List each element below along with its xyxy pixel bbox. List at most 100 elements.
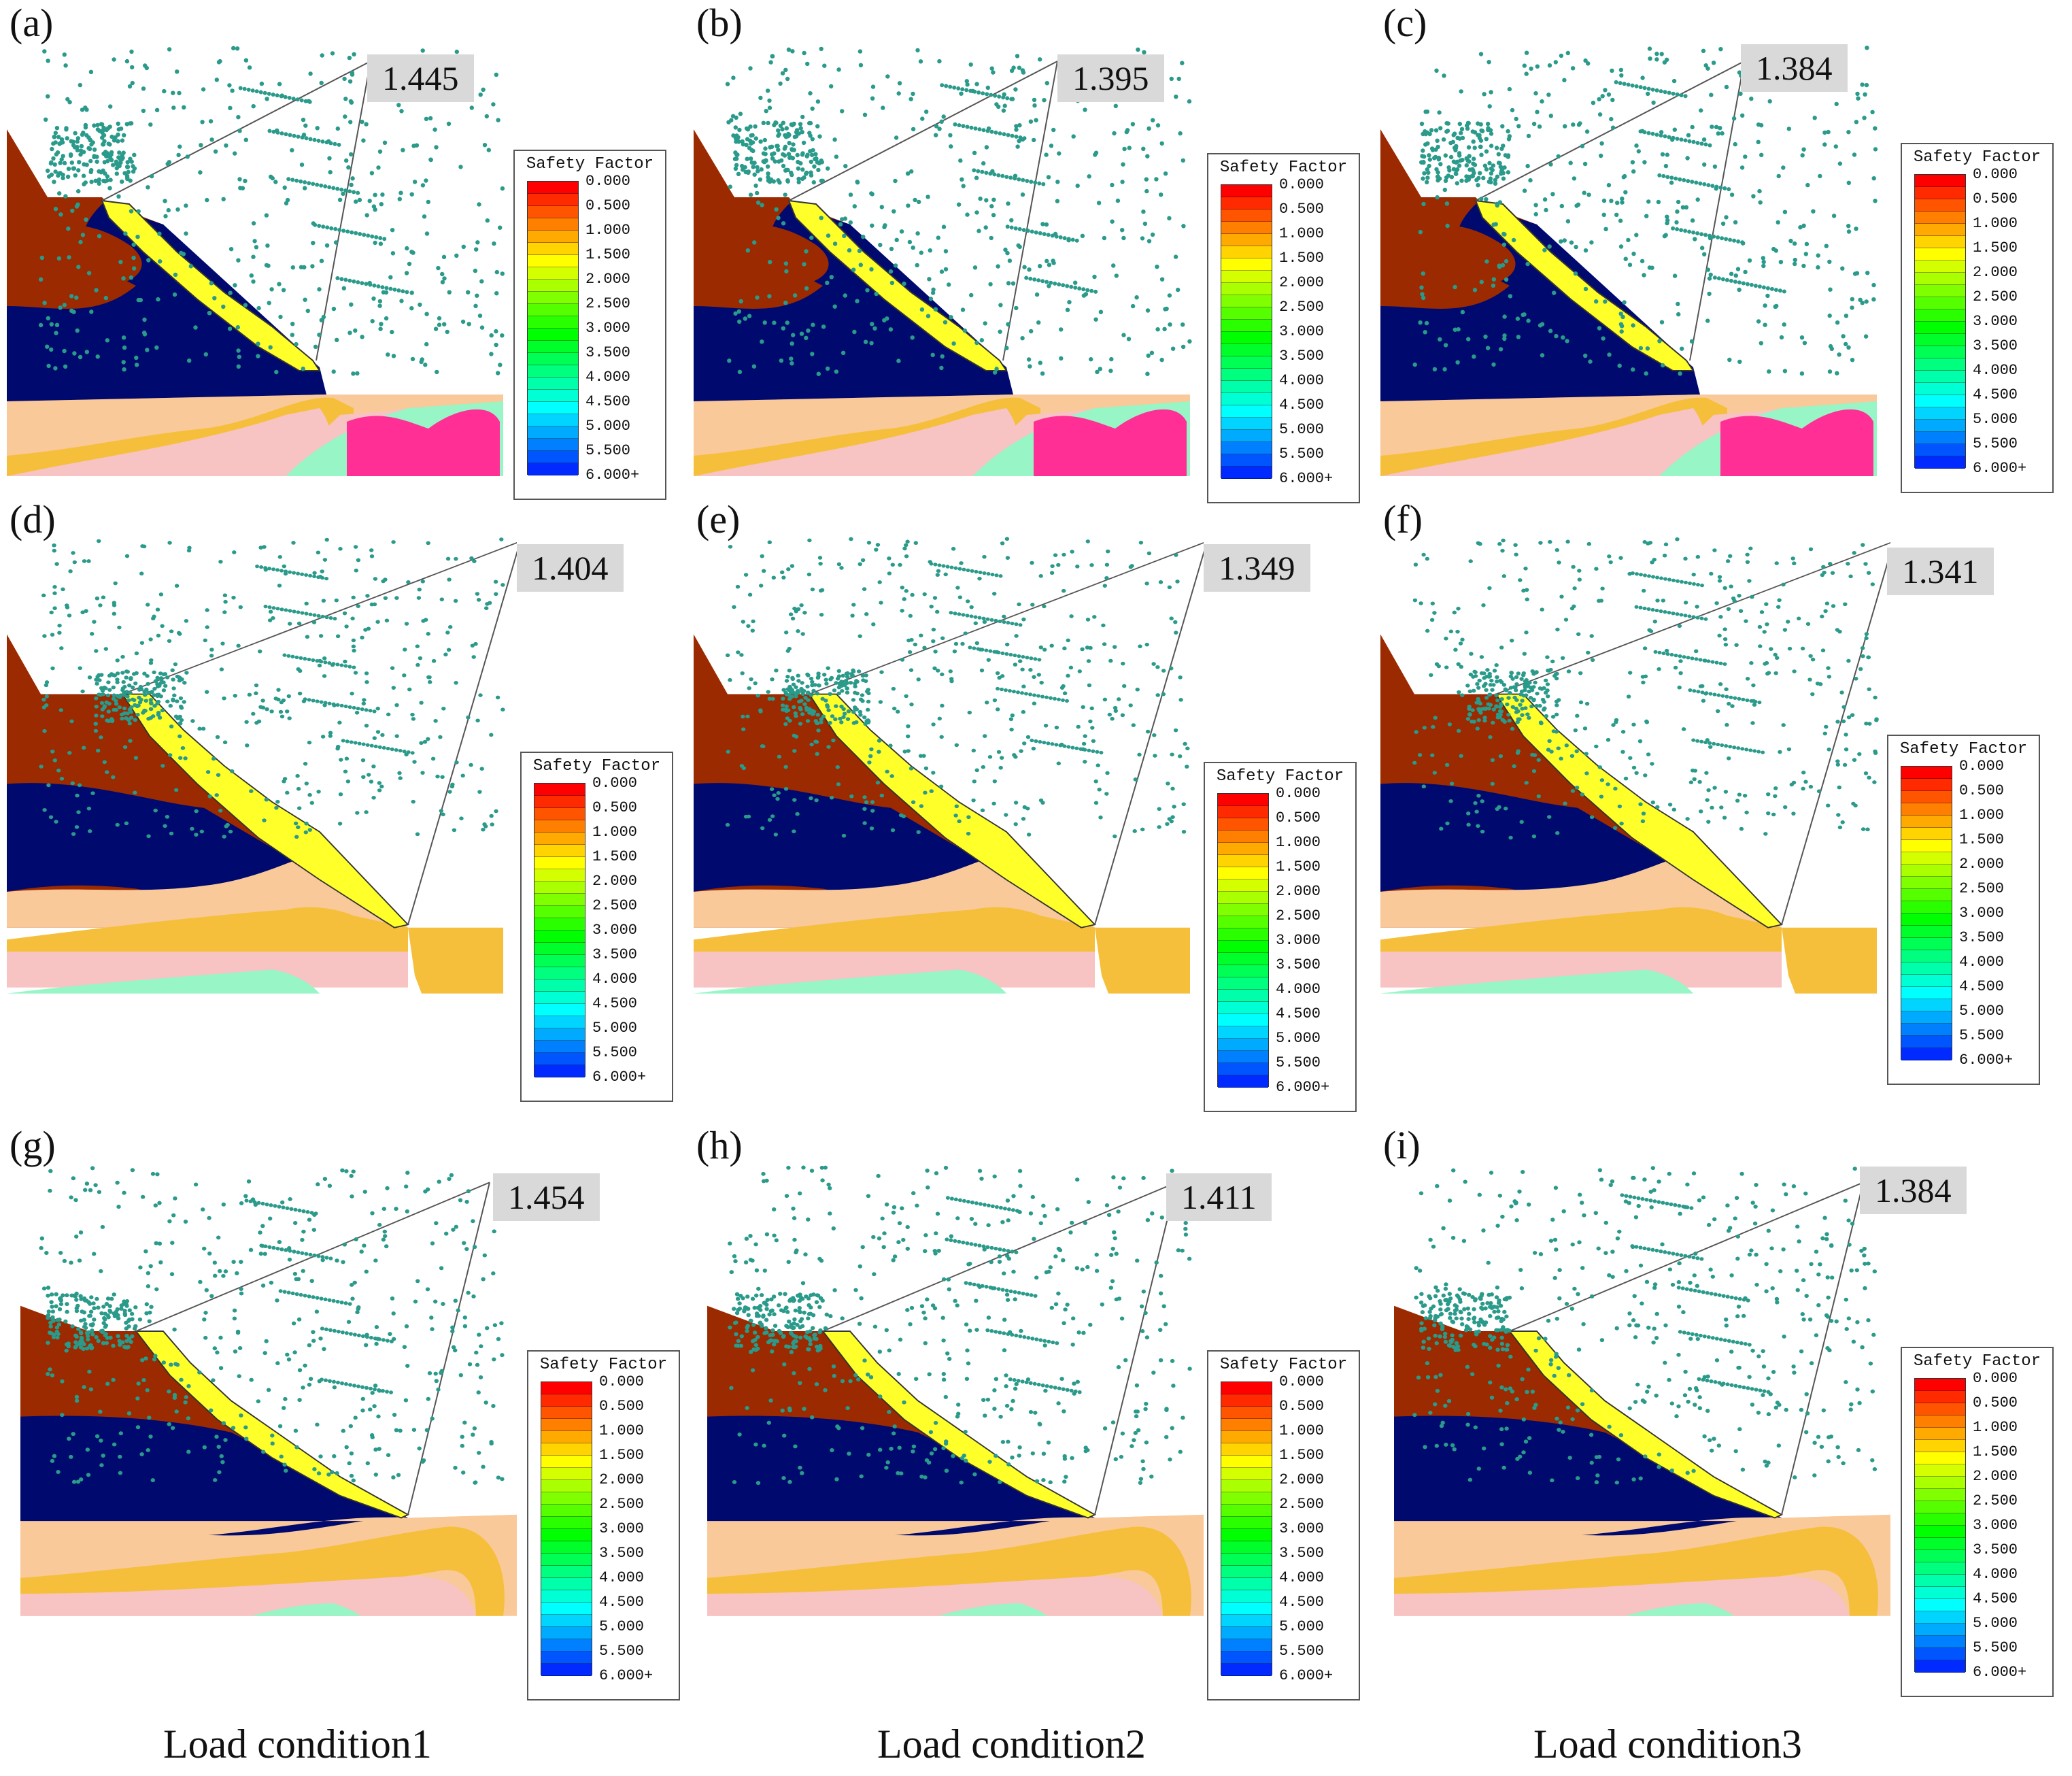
legend-color-bar	[541, 1381, 592, 1676]
legend-swatch	[1218, 1014, 1268, 1026]
legend-tick-label: 0.500	[1279, 201, 1325, 218]
legend-swatch	[1915, 1660, 1965, 1673]
legend-tick-label: 4.000	[592, 971, 638, 988]
legend-swatch	[528, 206, 578, 218]
legend-swatch	[1901, 975, 1952, 987]
legend-tick-label: 0.000	[1279, 1373, 1325, 1390]
legend-swatch	[1915, 1440, 1965, 1452]
legend-color-bar	[1914, 174, 1966, 469]
legend-tick-label: 0.000	[585, 173, 631, 190]
legend-swatch	[1915, 1562, 1965, 1575]
legend-swatch	[1915, 1415, 1965, 1428]
legend-tick-label: 0.000	[1959, 758, 2005, 775]
panel-f: (f) 1.341 Safety Factor 0.000 0.500 1.000 1.50…	[1374, 497, 2054, 1085]
legend-tick-label: 4.500	[1279, 1594, 1325, 1611]
legend-swatch	[534, 894, 585, 906]
legend-swatch	[528, 390, 578, 402]
panel-label: (e)	[696, 497, 741, 541]
legend-swatch	[1221, 1590, 1272, 1603]
legend-color-bar	[1221, 1381, 1272, 1676]
legend-swatch	[1221, 442, 1272, 454]
legend-tick-label: 4.000	[1959, 954, 2005, 971]
legend-tick-label: 3.000	[1279, 323, 1325, 340]
legend-swatch	[1915, 1477, 1965, 1489]
legend-swatch	[528, 353, 578, 365]
legend-swatch	[1221, 1517, 1272, 1529]
legend-swatch	[1221, 1615, 1272, 1627]
safety-factor-legend: Safety Factor 0.000 0.500 1.000 1.500 2.000 2.…	[520, 752, 673, 1102]
legend-tick-label: 2.500	[1279, 1496, 1325, 1513]
legend-tick-label: 1.500	[585, 246, 631, 263]
legend-tick-label: 1.500	[1279, 1447, 1325, 1464]
legend-tick-label: 2.000	[592, 873, 638, 890]
legend-swatch	[1901, 962, 1952, 975]
legend-swatch	[1218, 1002, 1268, 1014]
legend-color-bar	[527, 181, 579, 475]
legend-swatch	[528, 255, 578, 267]
legend-title: Safety Factor	[1219, 158, 1348, 177]
legend-swatch	[534, 869, 585, 882]
legend-swatch	[1915, 1624, 1965, 1636]
legend-swatch	[1218, 831, 1268, 843]
legend-swatch	[1221, 1480, 1272, 1492]
legend-tick-label: 4.500	[1279, 397, 1325, 414]
factor-of-safety-label: 1.384	[1741, 44, 1848, 92]
legend-swatch	[528, 304, 578, 316]
legend-swatch	[541, 1468, 592, 1480]
legend-swatch	[1901, 889, 1952, 901]
legend-swatch	[1221, 381, 1272, 393]
legend-swatch	[541, 1517, 592, 1529]
legend-swatch	[1221, 1578, 1272, 1590]
legend-title: Safety Factor	[532, 757, 661, 775]
legend-tick-label: 1.500	[1973, 1443, 2018, 1460]
legend-tick-label: 3.000	[592, 922, 638, 939]
panel-label: (d)	[10, 497, 56, 541]
legend-swatch	[1221, 1603, 1272, 1615]
legend-swatch	[1218, 879, 1268, 892]
legend-swatch	[541, 1382, 592, 1394]
legend-swatch	[1221, 222, 1272, 234]
legend-tick-label: 3.000	[1276, 932, 1321, 949]
legend-swatch	[1221, 1431, 1272, 1443]
legend-swatch	[1221, 1554, 1272, 1566]
legend-tick-label: 4.000	[1279, 372, 1325, 389]
legend-swatch	[1901, 852, 1952, 865]
legend-tick-label: 2.500	[599, 1496, 645, 1513]
panel-i: (i) 1.384 Safety Factor 0.000 0.500 1.000 1.50…	[1374, 1122, 2054, 1697]
legend-swatch	[541, 1394, 592, 1407]
legend-swatch	[1915, 1587, 1965, 1599]
legend-swatch	[534, 1065, 585, 1077]
legend-swatch	[1218, 965, 1268, 977]
legend-tick-label: 4.500	[599, 1594, 645, 1611]
legend-swatch	[534, 931, 585, 943]
legend-swatch	[1901, 1048, 1952, 1060]
legend-tick-label: 1.500	[1973, 239, 2018, 256]
legend-swatch	[1915, 322, 1965, 334]
legend-swatch	[1915, 420, 1965, 432]
legend-tick-label: 5.000	[1959, 1003, 2005, 1020]
legend-swatch	[528, 316, 578, 329]
legend-swatch	[1901, 840, 1952, 852]
legend-tick-label: 0.000	[1973, 166, 2018, 183]
legend-swatch	[1901, 999, 1952, 1011]
factor-of-safety-label: 1.454	[493, 1173, 600, 1221]
legend-tick-label: 2.000	[1279, 274, 1325, 291]
legend-swatch	[534, 1004, 585, 1016]
panel-label: (c)	[1383, 1, 1427, 45]
legend-swatch	[541, 1578, 592, 1590]
legend-swatch	[1221, 197, 1272, 210]
legend-tick-label: 6.000+	[1973, 1664, 2027, 1681]
legend-tick-label: 2.000	[599, 1471, 645, 1488]
legend-swatch	[1915, 1489, 1965, 1501]
legend-tick-label: 2.500	[585, 295, 631, 312]
legend-tick-label: 3.000	[1959, 905, 2005, 922]
legend-tick-label: 3.000	[585, 320, 631, 337]
legend-swatch	[534, 906, 585, 918]
legend-swatch	[534, 992, 585, 1004]
factor-of-safety-label: 1.395	[1057, 54, 1164, 102]
legend-swatch	[1221, 307, 1272, 320]
legend-swatch	[528, 426, 578, 439]
legend-swatch	[1915, 1428, 1965, 1440]
legend-title: Safety Factor	[1899, 740, 2028, 758]
legend-tick-label: 4.000	[1276, 981, 1321, 998]
